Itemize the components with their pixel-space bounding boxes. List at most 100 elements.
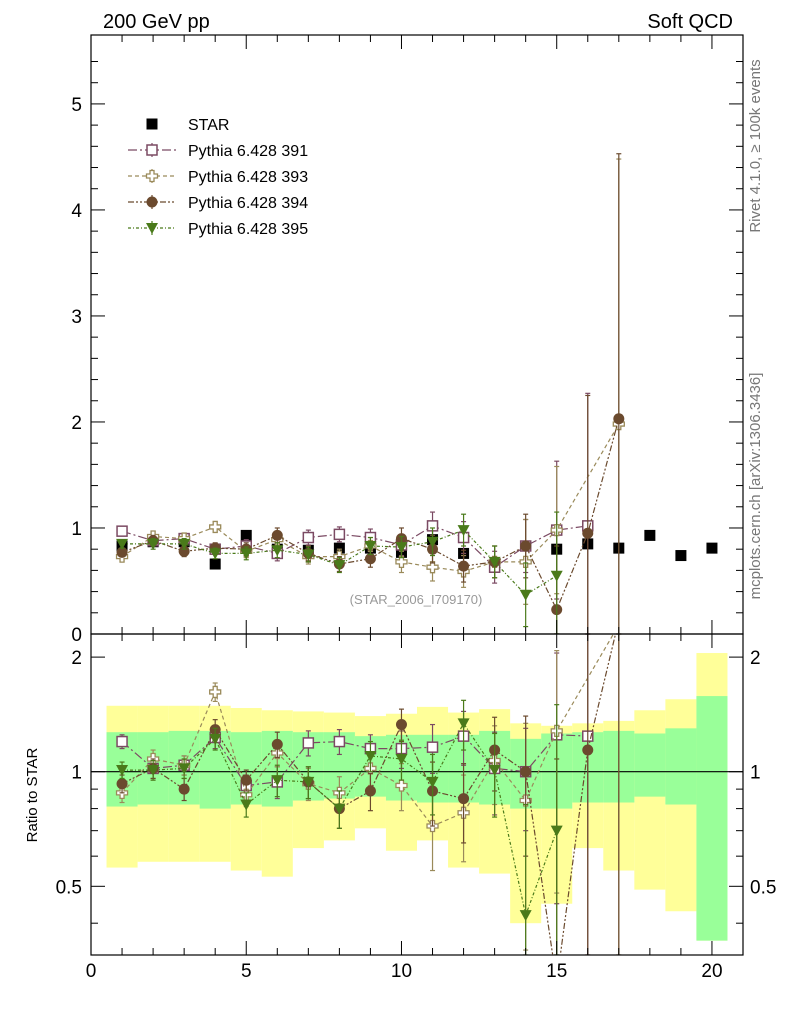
main-p395-point: [333, 560, 346, 572]
main-series-p395: [116, 511, 563, 634]
main-star-point: [209, 558, 221, 570]
main-p395-point: [271, 545, 284, 557]
main-p395-point: [395, 542, 408, 554]
legend-marker-p391: [146, 144, 158, 156]
main-p395-point: [550, 570, 563, 582]
main-p395-point: [488, 556, 501, 568]
main-p395-point: [240, 548, 253, 560]
ratio-p395-point: [395, 753, 408, 765]
ratio-p395-point: [302, 776, 315, 788]
x-tick-label: 0: [86, 961, 97, 982]
main-y-tick-label: 5: [71, 95, 82, 116]
ratio-y-tick-label: 0.5: [56, 877, 82, 898]
main-p393-point: [426, 561, 439, 574]
header-right-label: Soft QCD: [647, 11, 733, 33]
ratio-y-tick-label-right: 0.5: [750, 877, 776, 898]
mcplots-label: mcplots.cern.ch [arXiv:1306.3436]: [747, 373, 764, 600]
ratio-p395-point: [116, 765, 129, 777]
main-p394-point: [178, 545, 190, 557]
main-p395-point: [457, 525, 470, 537]
main-p394-point: [116, 546, 128, 558]
ratio-p395-point: [519, 910, 532, 922]
ratio-p394-point: [458, 793, 470, 805]
main-p391-point: [302, 531, 315, 544]
legend-label-star: STAR: [188, 117, 229, 134]
legend: STAR Pythia 6.428 391 Pythia 6.428 393 Pyth…: [128, 117, 308, 238]
ratio-p395-point: [457, 718, 470, 730]
main-p395-point: [519, 589, 532, 601]
main-y-tick-label: 1: [71, 519, 82, 540]
ratio-series-p394: [116, 634, 622, 955]
ratio-p394-point: [364, 785, 376, 797]
main-p393-point: [395, 555, 408, 569]
legend-marker-star: [146, 118, 158, 130]
main-y-tick-label: 2: [71, 413, 82, 434]
main-star-point: [333, 542, 345, 554]
main-p394-point: [582, 527, 594, 539]
main-p395-point: [147, 538, 160, 550]
ratio-p393-line: [121, 634, 615, 827]
ratio-p394-point: [582, 744, 594, 756]
ratio-p395-point: [550, 825, 563, 837]
main-p394-point: [271, 529, 283, 541]
ratio-y-tick-label: 2: [71, 648, 82, 669]
ratio-p395-point: [240, 799, 253, 811]
main-p391-line: [121, 525, 588, 568]
ratio-y-axis-label: Ratio to STAR: [24, 747, 41, 842]
main-star-point: [644, 529, 656, 541]
rivet-version-label: Rivet 4.1.0, ≥ 100k events: [747, 59, 764, 232]
ratio-p391-point: [333, 735, 346, 748]
legend-marker-p395: [146, 223, 158, 234]
legend-label-p393: Pythia 6.428 393: [188, 169, 308, 186]
x-tick-label: 5: [241, 961, 252, 982]
ratio-y-tick-label: 1: [71, 763, 82, 784]
main-y-tick-label: 0: [71, 625, 82, 646]
ratio-p395-point: [147, 765, 160, 777]
ratio-p395-point: [364, 750, 377, 762]
legend-label-p395: Pythia 6.428 395: [188, 221, 308, 238]
green-band-bin: [634, 733, 666, 797]
main-p395-point: [364, 541, 377, 553]
ratio-p394-point: [271, 738, 283, 750]
ratio-series-p395: [116, 699, 563, 955]
ratio-p391-point: [116, 735, 128, 748]
ratio-p394-point: [395, 719, 407, 731]
ratio-p395-point: [209, 733, 222, 745]
x-tick-label: 15: [546, 961, 567, 982]
ratio-p393-point: [395, 779, 408, 792]
main-p393-point: [209, 520, 222, 534]
main-y-tick-label: 4: [71, 201, 82, 222]
main-p394-point: [364, 553, 376, 565]
main-p394-point: [458, 560, 470, 572]
ratio-panel: [91, 634, 743, 955]
analysis-id-label: (STAR_2006_I709170): [350, 592, 483, 607]
main-p391-point: [333, 528, 346, 541]
green-band-bin: [696, 696, 728, 941]
x-tick-label: 10: [391, 961, 412, 982]
main-p394-point: [613, 413, 625, 425]
ratio-p395-point: [333, 803, 346, 815]
main-p395-point: [302, 549, 315, 561]
main-y-tick-label: 3: [71, 307, 82, 328]
ratio-p393-point: [209, 685, 222, 699]
green-band-bin: [665, 728, 697, 805]
main-p393-line: [121, 423, 620, 573]
ratio-p391-point: [302, 737, 315, 749]
legend-marker-p393: [145, 169, 159, 183]
legend-marker-p394: [146, 196, 158, 208]
ratio-p395-point: [178, 763, 191, 775]
legend-label-p391: Pythia 6.428 391: [188, 143, 308, 160]
main-p395-point: [209, 548, 222, 560]
ratio-p394-point: [520, 766, 532, 778]
ratio-p395-point: [271, 775, 284, 787]
ratio-p394-point: [116, 778, 128, 790]
main-p395-point: [178, 538, 191, 550]
ratio-y-tick-label-right: 2: [750, 648, 761, 669]
main-p395-point: [116, 538, 129, 550]
main-star-point: [706, 542, 718, 554]
ratio-y-tick-label-right: 1: [750, 763, 761, 784]
ratio-p394-point: [240, 774, 252, 786]
uncertainty-bands: [106, 653, 728, 941]
ratio-p391-point: [426, 741, 439, 753]
